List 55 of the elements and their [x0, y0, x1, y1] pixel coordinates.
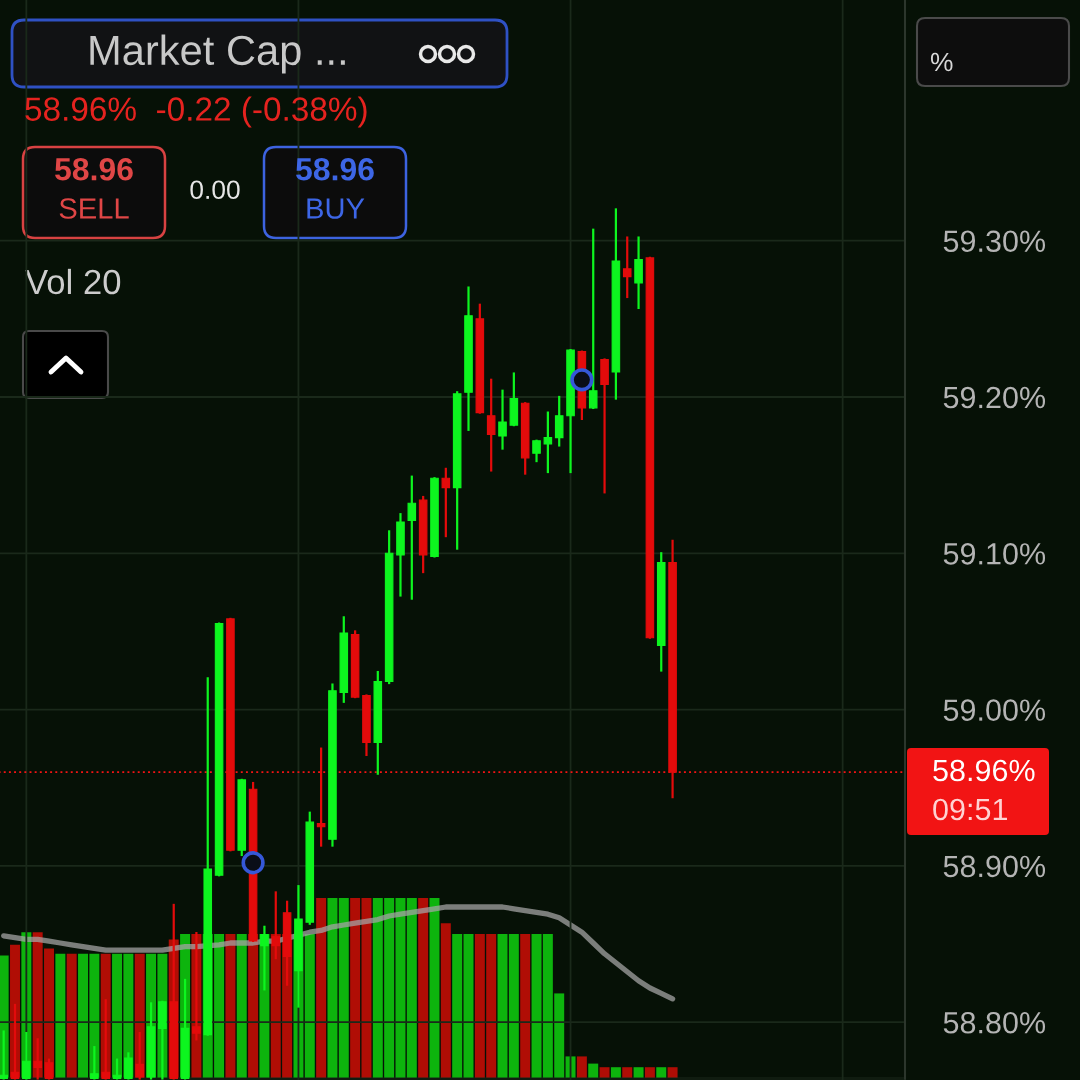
bar [338, 898, 349, 1078]
bar [520, 934, 531, 1078]
bar [599, 1067, 610, 1078]
candlestick [33, 1038, 42, 1080]
y-tick-label: 59.00% [943, 699, 1046, 721]
y-tick-label: 59.20% [943, 386, 1046, 409]
candlestick [407, 475, 417, 600]
annotation: BUY [307, 198, 365, 219]
bar [452, 934, 463, 1078]
candlestick [22, 1032, 31, 1080]
annotation: 58.96 [55, 157, 133, 181]
y-tick-label: 59.30% [943, 230, 1046, 253]
bar [588, 1063, 599, 1078]
bar [440, 923, 451, 1078]
bar [66, 953, 77, 1078]
bar [418, 898, 429, 1078]
candlestick [486, 378, 496, 472]
candlestick [316, 747, 326, 847]
candlestick [441, 467, 451, 538]
y-tick-label: 58.90% [943, 855, 1046, 878]
candlestick [588, 228, 598, 410]
bar [656, 1067, 667, 1078]
bar [304, 934, 315, 1078]
candlestick [44, 1058, 54, 1080]
candlestick [90, 1046, 99, 1080]
bar [622, 1067, 633, 1078]
bar [406, 898, 417, 1078]
candlestick [532, 439, 541, 463]
ref-line-label: 58.96% 09:51 [933, 759, 1035, 821]
bar [576, 1056, 587, 1078]
bar [644, 1067, 655, 1078]
bar [236, 934, 247, 1078]
bar [610, 1067, 621, 1078]
candlestick [634, 236, 643, 310]
y-axis-title: % [930, 52, 953, 72]
candlestick [112, 1058, 122, 1080]
candlestick [543, 411, 553, 474]
bar [55, 953, 66, 1078]
text: Market Cap ... [90, 34, 345, 74]
candlestick [124, 1052, 133, 1080]
annotation: 58.96 [296, 157, 374, 181]
bar [316, 898, 327, 1078]
bar [633, 1067, 644, 1078]
annotation: 0.00 [190, 180, 240, 200]
candlestick [554, 395, 564, 447]
y-tick-label: 59.10% [943, 543, 1046, 565]
candlestick [498, 389, 507, 450]
y-tick-label: 58.80% [943, 1011, 1046, 1034]
candlestick [622, 236, 632, 299]
bar [225, 934, 236, 1078]
bar [327, 898, 338, 1078]
text: 58.96% -0.22 (-0.38%) [25, 96, 367, 128]
bar [667, 1067, 678, 1078]
chart-title: Vol 20 [25, 268, 121, 295]
annotation: SELL [59, 198, 129, 219]
